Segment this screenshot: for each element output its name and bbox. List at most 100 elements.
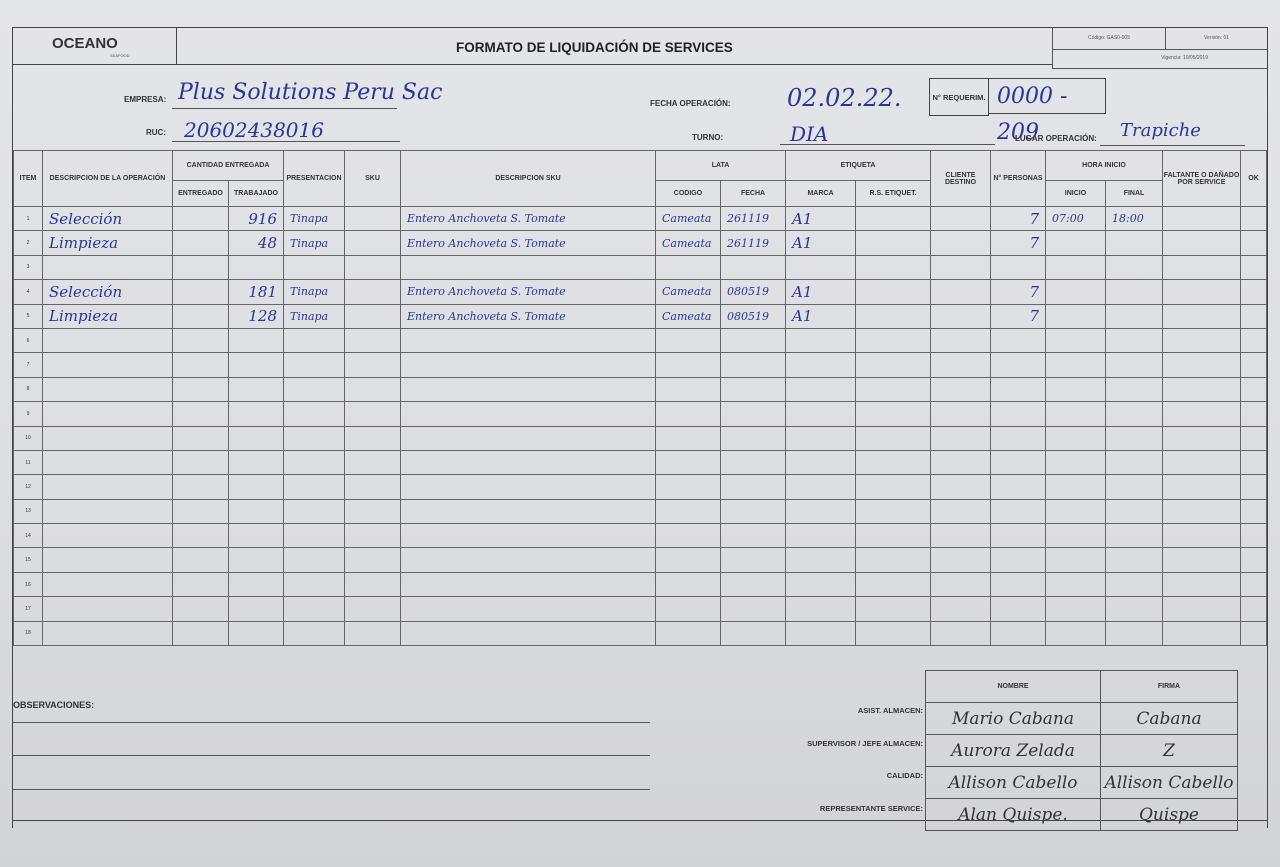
row-personas[interactable]: 7 xyxy=(990,303,1046,329)
row-fecha[interactable] xyxy=(720,376,786,403)
row-entregado[interactable] xyxy=(172,352,229,378)
row-marca[interactable] xyxy=(785,449,856,476)
row-descripcion[interactable] xyxy=(42,571,173,598)
row-descripcion-sku[interactable] xyxy=(400,571,656,598)
row-entregado[interactable] xyxy=(172,254,229,281)
row-fecha[interactable] xyxy=(720,401,786,427)
row-trabajado[interactable] xyxy=(228,376,284,403)
row-descripcion[interactable] xyxy=(42,596,173,622)
row-codigo[interactable] xyxy=(655,523,721,549)
row-descripcion-sku[interactable] xyxy=(400,498,656,525)
row-final[interactable] xyxy=(1105,498,1163,525)
row-sku[interactable] xyxy=(344,620,401,647)
row-ok[interactable] xyxy=(1240,620,1267,647)
row-codigo[interactable] xyxy=(655,449,721,476)
row-inicio[interactable] xyxy=(1045,449,1106,476)
row-final[interactable] xyxy=(1105,571,1163,598)
row-marca[interactable] xyxy=(785,620,856,647)
row-presentacion[interactable] xyxy=(283,474,345,500)
row-descripcion-sku[interactable] xyxy=(400,254,656,281)
row-presentacion[interactable] xyxy=(283,498,345,525)
row-sku[interactable] xyxy=(344,425,401,451)
row-trabajado[interactable] xyxy=(228,571,284,598)
row-marca[interactable] xyxy=(785,425,856,451)
row-faltante[interactable] xyxy=(1162,523,1241,549)
row-marca[interactable] xyxy=(785,547,856,573)
row-fecha[interactable] xyxy=(720,498,786,525)
row-personas[interactable] xyxy=(990,571,1046,598)
row-fecha[interactable] xyxy=(720,523,786,549)
row-cliente[interactable] xyxy=(930,352,991,378)
row-faltante[interactable] xyxy=(1162,449,1241,476)
observaciones-line-2[interactable] xyxy=(13,755,650,756)
row-inicio[interactable] xyxy=(1045,498,1106,525)
row-marca[interactable] xyxy=(785,498,856,525)
name-supervisor[interactable]: Aurora Zelada xyxy=(925,734,1101,767)
row-presentacion[interactable] xyxy=(283,620,345,647)
row-inicio[interactable] xyxy=(1045,254,1106,281)
row-fecha[interactable]: 080519 xyxy=(720,279,786,305)
row-faltante[interactable] xyxy=(1162,303,1241,329)
row-rs-etiquet[interactable] xyxy=(855,620,931,647)
row-rs-etiquet[interactable] xyxy=(855,303,931,329)
row-final[interactable] xyxy=(1105,279,1163,305)
row-codigo[interactable]: Cameata xyxy=(655,303,721,329)
row-entregado[interactable] xyxy=(172,303,229,329)
row-ok[interactable] xyxy=(1240,449,1267,476)
row-rs-etiquet[interactable] xyxy=(855,401,931,427)
row-trabajado[interactable] xyxy=(228,352,284,378)
row-sku[interactable] xyxy=(344,205,401,232)
row-trabajado[interactable] xyxy=(228,425,284,451)
row-descripcion[interactable] xyxy=(42,254,173,281)
row-ok[interactable] xyxy=(1240,498,1267,525)
row-ok[interactable] xyxy=(1240,327,1267,354)
row-inicio[interactable] xyxy=(1045,571,1106,598)
row-ok[interactable] xyxy=(1240,547,1267,573)
row-cliente[interactable] xyxy=(930,547,991,573)
row-presentacion[interactable]: Tinapa xyxy=(283,230,345,256)
row-rs-etiquet[interactable] xyxy=(855,523,931,549)
turno-value[interactable]: DIA xyxy=(790,122,829,146)
row-cliente[interactable] xyxy=(930,401,991,427)
row-faltante[interactable] xyxy=(1162,547,1241,573)
row-personas[interactable]: 7 xyxy=(990,230,1046,256)
row-ok[interactable] xyxy=(1240,596,1267,622)
row-presentacion[interactable] xyxy=(283,571,345,598)
row-fecha[interactable] xyxy=(720,571,786,598)
row-ok[interactable] xyxy=(1240,303,1267,329)
row-inicio[interactable] xyxy=(1045,376,1106,403)
row-sku[interactable] xyxy=(344,254,401,281)
row-ok[interactable] xyxy=(1240,376,1267,403)
row-descripcion-sku[interactable] xyxy=(400,547,656,573)
row-fecha[interactable] xyxy=(720,474,786,500)
row-inicio[interactable] xyxy=(1045,327,1106,354)
requerim-value[interactable]: 0000 - 209 xyxy=(988,78,1106,145)
row-entregado[interactable] xyxy=(172,425,229,451)
row-descripcion-sku[interactable] xyxy=(400,401,656,427)
row-sku[interactable] xyxy=(344,303,401,329)
row-personas[interactable]: 7 xyxy=(990,205,1046,232)
row-fecha[interactable] xyxy=(720,327,786,354)
row-fecha[interactable] xyxy=(720,254,786,281)
row-sku[interactable] xyxy=(344,571,401,598)
row-final[interactable] xyxy=(1105,254,1163,281)
row-trabajado[interactable] xyxy=(228,327,284,354)
row-sku[interactable] xyxy=(344,474,401,500)
row-rs-etiquet[interactable] xyxy=(855,254,931,281)
row-cliente[interactable] xyxy=(930,474,991,500)
row-codigo[interactable] xyxy=(655,352,721,378)
row-rs-etiquet[interactable] xyxy=(855,425,931,451)
row-presentacion[interactable]: Tinapa xyxy=(283,303,345,329)
row-sku[interactable] xyxy=(344,547,401,573)
row-faltante[interactable] xyxy=(1162,254,1241,281)
row-entregado[interactable] xyxy=(172,474,229,500)
row-presentacion[interactable] xyxy=(283,352,345,378)
row-faltante[interactable] xyxy=(1162,498,1241,525)
row-descripcion[interactable] xyxy=(42,425,173,451)
row-trabajado[interactable] xyxy=(228,596,284,622)
row-entregado[interactable] xyxy=(172,571,229,598)
row-trabajado[interactable] xyxy=(228,449,284,476)
row-presentacion[interactable] xyxy=(283,596,345,622)
row-presentacion[interactable]: Tinapa xyxy=(283,205,345,232)
row-codigo[interactable] xyxy=(655,571,721,598)
